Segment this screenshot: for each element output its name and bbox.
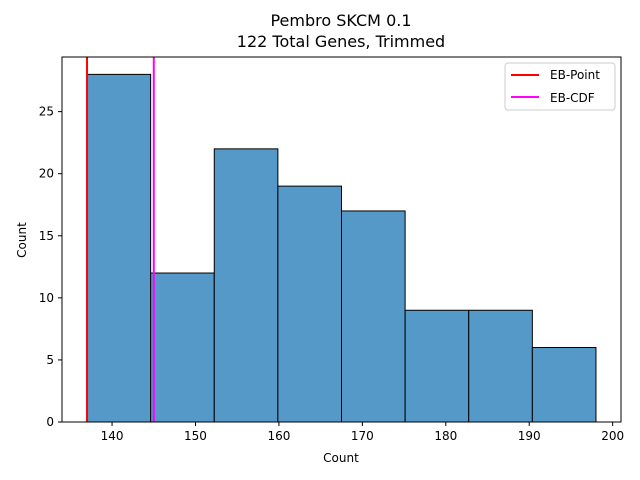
x-axis-ticks: 140 150 160 170 180 190 200 xyxy=(101,422,624,443)
x-axis-label: Count xyxy=(323,451,359,465)
histogram-bar xyxy=(213,148,279,423)
plot-frame xyxy=(61,56,622,423)
histogram-bars xyxy=(86,73,597,423)
y-tick-label: 15 xyxy=(39,229,54,243)
x-tick-label: 170 xyxy=(351,429,374,443)
legend-label-eb-cdf: EB-CDF xyxy=(550,91,595,105)
x-tick-label: 160 xyxy=(267,429,290,443)
histogram-bar xyxy=(277,185,343,423)
x-tick-label: 140 xyxy=(101,429,124,443)
x-tick-label: 200 xyxy=(601,429,624,443)
x-tick-label: 180 xyxy=(434,429,457,443)
histogram-bar xyxy=(404,309,470,423)
histogram-bar xyxy=(150,272,215,423)
chart-subtitle: 122 Total Genes, Trimmed xyxy=(237,32,445,51)
histogram-bar xyxy=(86,73,152,423)
y-tick-label: 10 xyxy=(39,291,54,305)
x-tick-label: 150 xyxy=(184,429,207,443)
x-tick-label: 190 xyxy=(518,429,541,443)
histogram-bar xyxy=(531,347,597,423)
y-axis-label: Count xyxy=(15,222,29,258)
histogram-bar xyxy=(341,210,406,423)
y-tick-label: 20 xyxy=(39,167,54,181)
y-axis-ticks: 0 5 10 15 20 25 xyxy=(39,105,62,429)
y-tick-label: 25 xyxy=(39,105,54,119)
legend-label-eb-point: EB-Point xyxy=(550,68,600,82)
y-tick-label: 0 xyxy=(46,415,54,429)
reference-lines xyxy=(86,57,155,422)
histogram-bar xyxy=(468,309,533,423)
legend: EB-Point EB-CDF xyxy=(504,62,616,111)
chart-title: Pembro SKCM 0.1 xyxy=(270,11,411,30)
y-tick-label: 5 xyxy=(46,353,54,367)
